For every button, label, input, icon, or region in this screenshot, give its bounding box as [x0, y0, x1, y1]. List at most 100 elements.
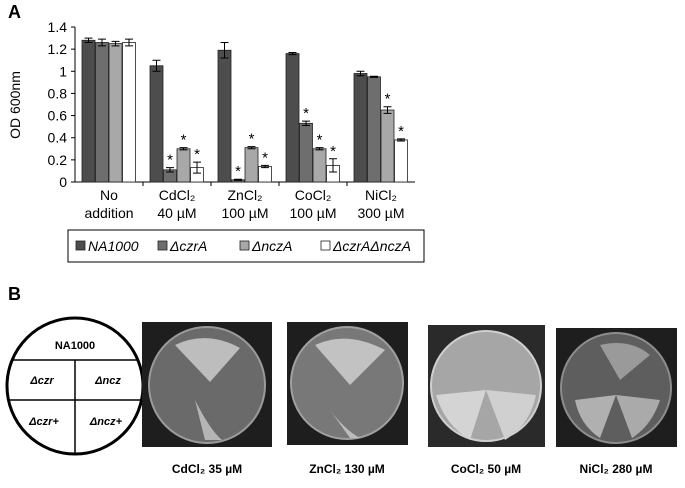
y-tick-label: 0: [59, 174, 67, 190]
plate-caption: NiCl₂ 280 µM: [580, 462, 653, 476]
x-tick-label: 100 µM: [222, 205, 269, 221]
colony: [616, 395, 660, 438]
bar: [244, 147, 259, 183]
x-tick-label: addition: [84, 205, 133, 221]
plate-caption: CoCl₂ 50 µM: [451, 462, 521, 476]
error-bar: [166, 167, 174, 173]
error-bar: [234, 178, 242, 181]
bar: [367, 76, 381, 183]
y-axis-label: OD 600nm: [7, 71, 23, 139]
legend-label: ΔnczA: [251, 238, 293, 254]
bar: [108, 43, 123, 183]
significance-marker: *: [262, 149, 268, 166]
colony: [575, 395, 616, 438]
error-bar: [302, 120, 310, 127]
legend-label: NA1000: [88, 238, 139, 254]
y-tick-label: 1.4: [48, 19, 68, 35]
bar: [394, 139, 408, 183]
error-bar: [111, 40, 120, 47]
wheel-label: Δncz: [94, 375, 121, 387]
panel-label: A: [8, 2, 21, 22]
y-tick-label: 0.8: [48, 85, 68, 101]
plate-photo: [142, 322, 272, 447]
significance-marker: *: [235, 163, 241, 180]
error-bar: [261, 164, 269, 169]
error-bar: [247, 146, 256, 150]
bar: [353, 73, 368, 183]
legend-swatch: [239, 240, 250, 251]
bar: [217, 49, 232, 183]
colony: [486, 390, 536, 440]
bar: [81, 39, 96, 183]
colony: [315, 338, 385, 385]
bar: [258, 166, 272, 183]
x-tick-label: 40 µM: [157, 205, 196, 221]
wheel-label: Δczr: [29, 375, 54, 387]
legend-swatch: [320, 240, 331, 251]
error-bar: [315, 147, 324, 151]
error-bar: [329, 158, 337, 173]
plate-photo: [428, 325, 545, 447]
dish: [148, 326, 266, 444]
significance-marker: *: [167, 152, 173, 169]
error-bar: [397, 138, 405, 142]
legend-swatch: [75, 240, 86, 251]
bar: [149, 65, 164, 183]
significance-marker: *: [249, 131, 255, 148]
bar: [380, 109, 395, 183]
y-tick-label: 1.2: [48, 41, 68, 57]
error-bar: [84, 37, 93, 43]
error-bar: [125, 38, 133, 47]
y-tick-label: 0.2: [48, 152, 68, 168]
error-bar: [383, 106, 392, 114]
wheel-label: Δczr+: [28, 416, 59, 428]
x-tick-label: CdCl₂: [159, 187, 196, 203]
significance-marker: *: [398, 123, 404, 140]
error-bar: [288, 51, 297, 56]
plate-map: NA1000 Δczr Δncz Δczr+ Δncz+: [5, 316, 145, 456]
error-bar: [152, 59, 161, 72]
wheel-label: NA1000: [55, 340, 95, 352]
colony: [175, 338, 240, 382]
bar: [299, 122, 313, 183]
wheel-label: Δncz+: [89, 416, 123, 428]
colony: [195, 400, 222, 440]
x-tick-label: ZnCl₂: [228, 187, 263, 203]
legend-swatch: [157, 240, 168, 251]
panel-label: B: [8, 284, 21, 304]
error-bar: [356, 70, 365, 77]
error-bar: [220, 42, 229, 59]
plate-caption: CdCl₂ 35 µM: [172, 462, 242, 476]
plate-caption: ZnCl₂ 130 µM: [309, 462, 385, 476]
colony: [436, 390, 486, 440]
error-bar: [179, 147, 188, 151]
x-tick-label: CoCl₂: [295, 187, 332, 203]
error-bar: [193, 161, 201, 174]
x-tick-label: NiCl₂: [365, 187, 397, 203]
x-tick-label: No: [100, 187, 118, 203]
significance-marker: *: [181, 132, 187, 149]
bar: [122, 42, 136, 183]
plate-photo: [287, 322, 408, 445]
y-tick-label: 0.4: [48, 130, 68, 146]
significance-marker: *: [194, 146, 200, 163]
x-tick-label: 100 µM: [290, 205, 337, 221]
legend-label: ΔczrA: [169, 238, 207, 254]
error-bar: [370, 75, 378, 78]
bar: [176, 148, 191, 183]
x-tick-label: 300 µM: [358, 205, 405, 221]
dish: [430, 330, 542, 442]
y-tick-label: 0.6: [48, 108, 68, 124]
colony: [600, 342, 650, 380]
significance-marker: *: [385, 91, 391, 108]
bar: [285, 53, 300, 183]
significance-marker: *: [303, 105, 309, 122]
legend-label: ΔczrAΔnczA: [332, 238, 411, 254]
plate-photo: [556, 328, 677, 447]
bar: [312, 148, 327, 183]
error-bar: [98, 38, 106, 47]
bar: [95, 42, 109, 183]
significance-marker: *: [330, 143, 336, 160]
